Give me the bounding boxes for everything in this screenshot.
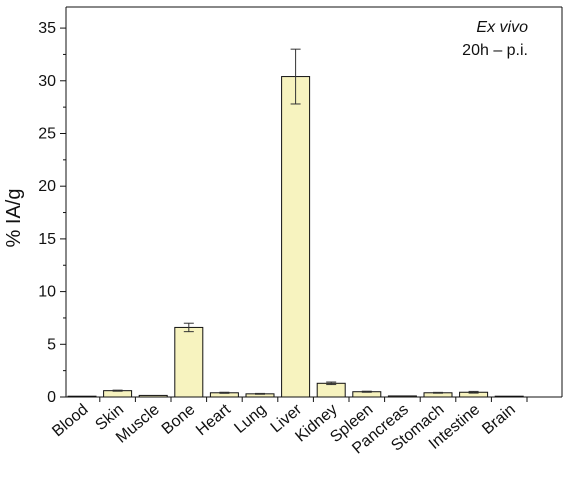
bar-muscle — [138, 394, 168, 398]
x-tick-label-bone: Bone — [159, 401, 199, 438]
y-tick-label: 15 — [38, 231, 56, 248]
bar-pancreas — [387, 395, 417, 398]
y-ticks-group: 0 5 10 15 20 25 30 35 — [38, 20, 66, 406]
y-tick-label: 10 — [38, 284, 56, 301]
bar-blood — [67, 395, 97, 398]
y-tick-label: 35 — [38, 20, 56, 37]
x-tick-label-heart: Heart — [193, 401, 234, 440]
bar-bone — [174, 326, 204, 398]
bar-brain — [494, 395, 524, 398]
y-tick-label: 20 — [38, 178, 56, 195]
x-tick-label-brain: Brain — [479, 401, 519, 438]
x-tick-label-blood: Blood — [49, 401, 91, 440]
y-axis-label: % IA/g — [3, 189, 25, 248]
y-tick-label: 5 — [47, 336, 56, 353]
bar-liver — [281, 76, 311, 398]
bar-kidney — [316, 382, 346, 398]
bars-group — [67, 76, 524, 398]
y-tick-label: 25 — [38, 125, 56, 142]
y-tick-label: 0 — [47, 389, 56, 406]
annotation-ex-vivo: Ex vivo — [476, 19, 528, 36]
x-tick-labels-group: Blood SkinMuscleBoneHeartLungLiverKidneyS… — [49, 401, 518, 458]
x-tick-label-lung: Lung — [231, 401, 269, 437]
y-tick-label: 30 — [38, 73, 56, 90]
annotation-time-point: 20h – p.i. — [462, 42, 528, 59]
error-bars-group — [112, 48, 479, 395]
plot-axes — [65, 6, 563, 402]
